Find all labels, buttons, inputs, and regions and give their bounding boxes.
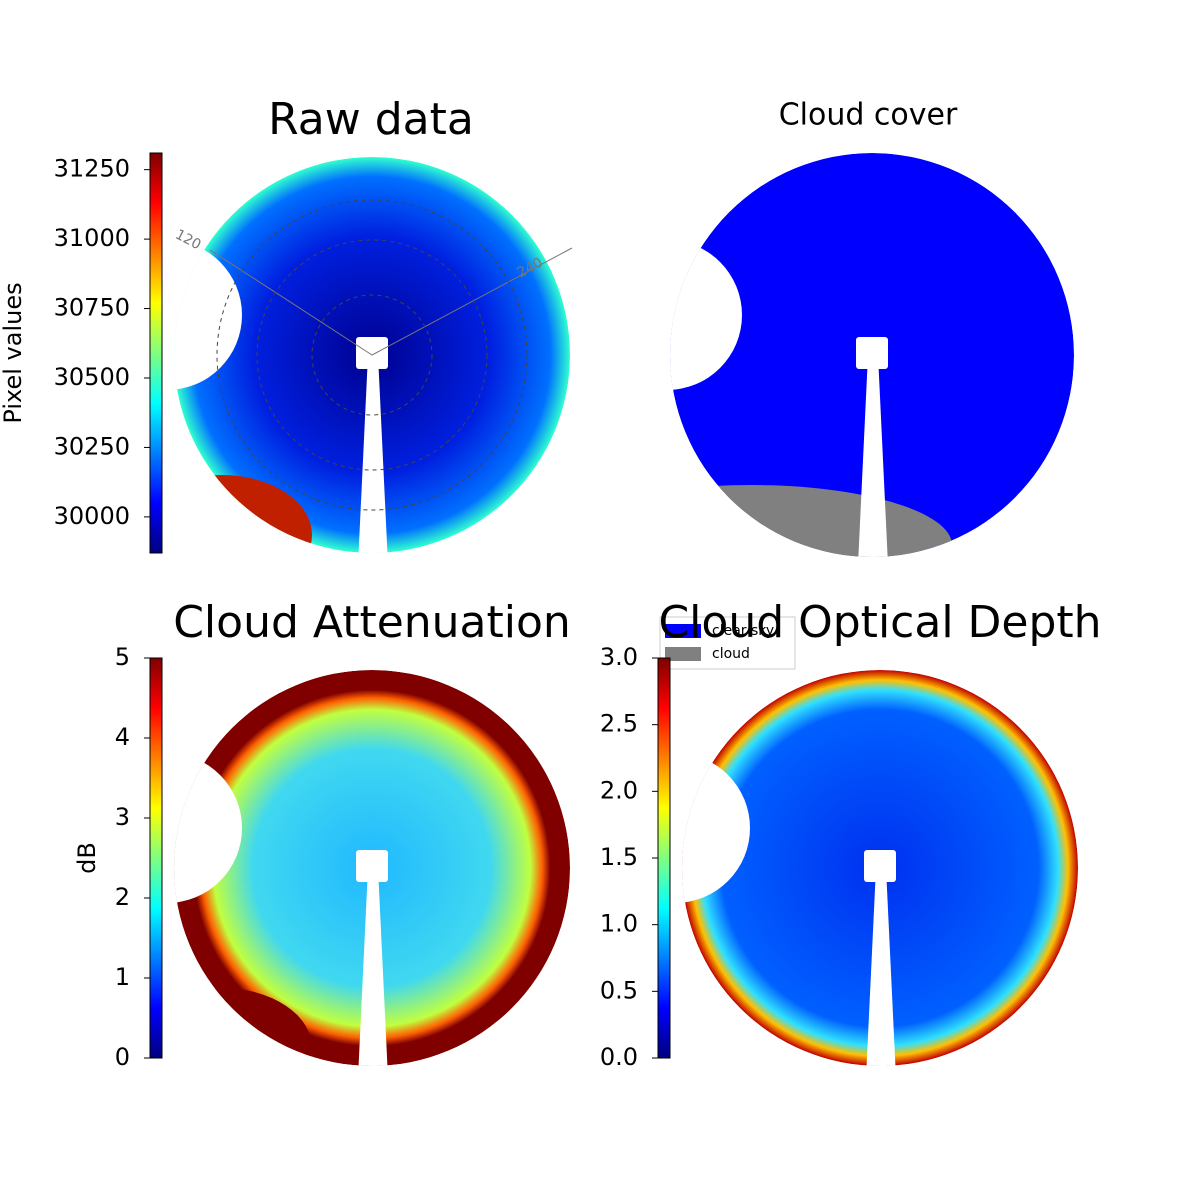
mask-mast <box>858 355 888 557</box>
polar-label: 120 <box>172 227 203 254</box>
sky-image <box>670 153 1074 557</box>
legend-swatch <box>665 647 701 661</box>
colorbar-tick-label: 1.0 <box>600 910 638 938</box>
sky-image <box>682 670 1078 1066</box>
colorbar-tick-label: 1 <box>115 963 130 991</box>
colorbar-tick-label: 2.5 <box>600 710 638 738</box>
mask-box <box>356 337 388 369</box>
panel-title: Cloud Optical Depth <box>658 597 1101 648</box>
mask-box <box>864 850 896 882</box>
colorbar-label: dB <box>73 842 101 874</box>
mask-mast <box>358 355 388 553</box>
polar-ring <box>256 239 488 471</box>
polar-ring <box>311 294 433 416</box>
colorbar-tick-label: 4 <box>115 723 130 751</box>
mask-bite <box>174 240 242 390</box>
polar-ring <box>216 199 528 511</box>
mask-bite <box>174 753 242 903</box>
colorbar-tick-label: 0.0 <box>600 1043 638 1071</box>
colorbar-tick-label: 2 <box>115 883 130 911</box>
legend-label: clear sky <box>712 623 774 639</box>
colorbar-tick-label: 3 <box>115 803 130 831</box>
polar-spoke <box>371 247 573 356</box>
mask-bite <box>670 240 742 390</box>
mask-box <box>856 337 888 369</box>
colorbar-tick-label: 30500 <box>54 363 130 391</box>
colorbar <box>149 152 163 554</box>
mask-bite <box>682 753 750 903</box>
colorbar-tick-label: 30750 <box>54 294 130 322</box>
panel-title: Cloud cover <box>779 98 958 133</box>
colorbar-label: Pixel values <box>0 282 27 423</box>
colorbar-tick-label: 0 <box>115 1043 130 1071</box>
legend: clear sky cloud <box>659 616 796 670</box>
colorbar-tick-label: 5 <box>115 643 130 671</box>
sky-image <box>174 157 570 553</box>
panel-title: Raw data <box>268 94 474 145</box>
colorbar-tick-label: 30000 <box>54 502 130 530</box>
mask-mast <box>866 868 896 1066</box>
colorbar-tick-label: 1.5 <box>600 843 638 871</box>
cloud-region <box>670 485 952 557</box>
colorbar-tick-label: 30250 <box>54 432 130 460</box>
mask-mast <box>358 868 388 1066</box>
mask-box <box>356 850 388 882</box>
colorbar <box>657 657 671 1059</box>
colorbar-tick-label: 0.5 <box>600 976 638 1004</box>
colorbar-tick-label: 2.0 <box>600 776 638 804</box>
colorbar-tick-label: 3.0 <box>600 643 638 671</box>
panel-title: Cloud Attenuation <box>173 597 571 648</box>
legend-swatch <box>665 624 701 638</box>
polar-spoke <box>209 249 373 356</box>
legend-label: cloud <box>712 646 750 662</box>
colorbar-tick-label: 31000 <box>54 224 130 252</box>
colorbar <box>149 657 163 1059</box>
sky-image <box>174 670 570 1066</box>
colorbar-tick-label: 31250 <box>54 155 130 183</box>
